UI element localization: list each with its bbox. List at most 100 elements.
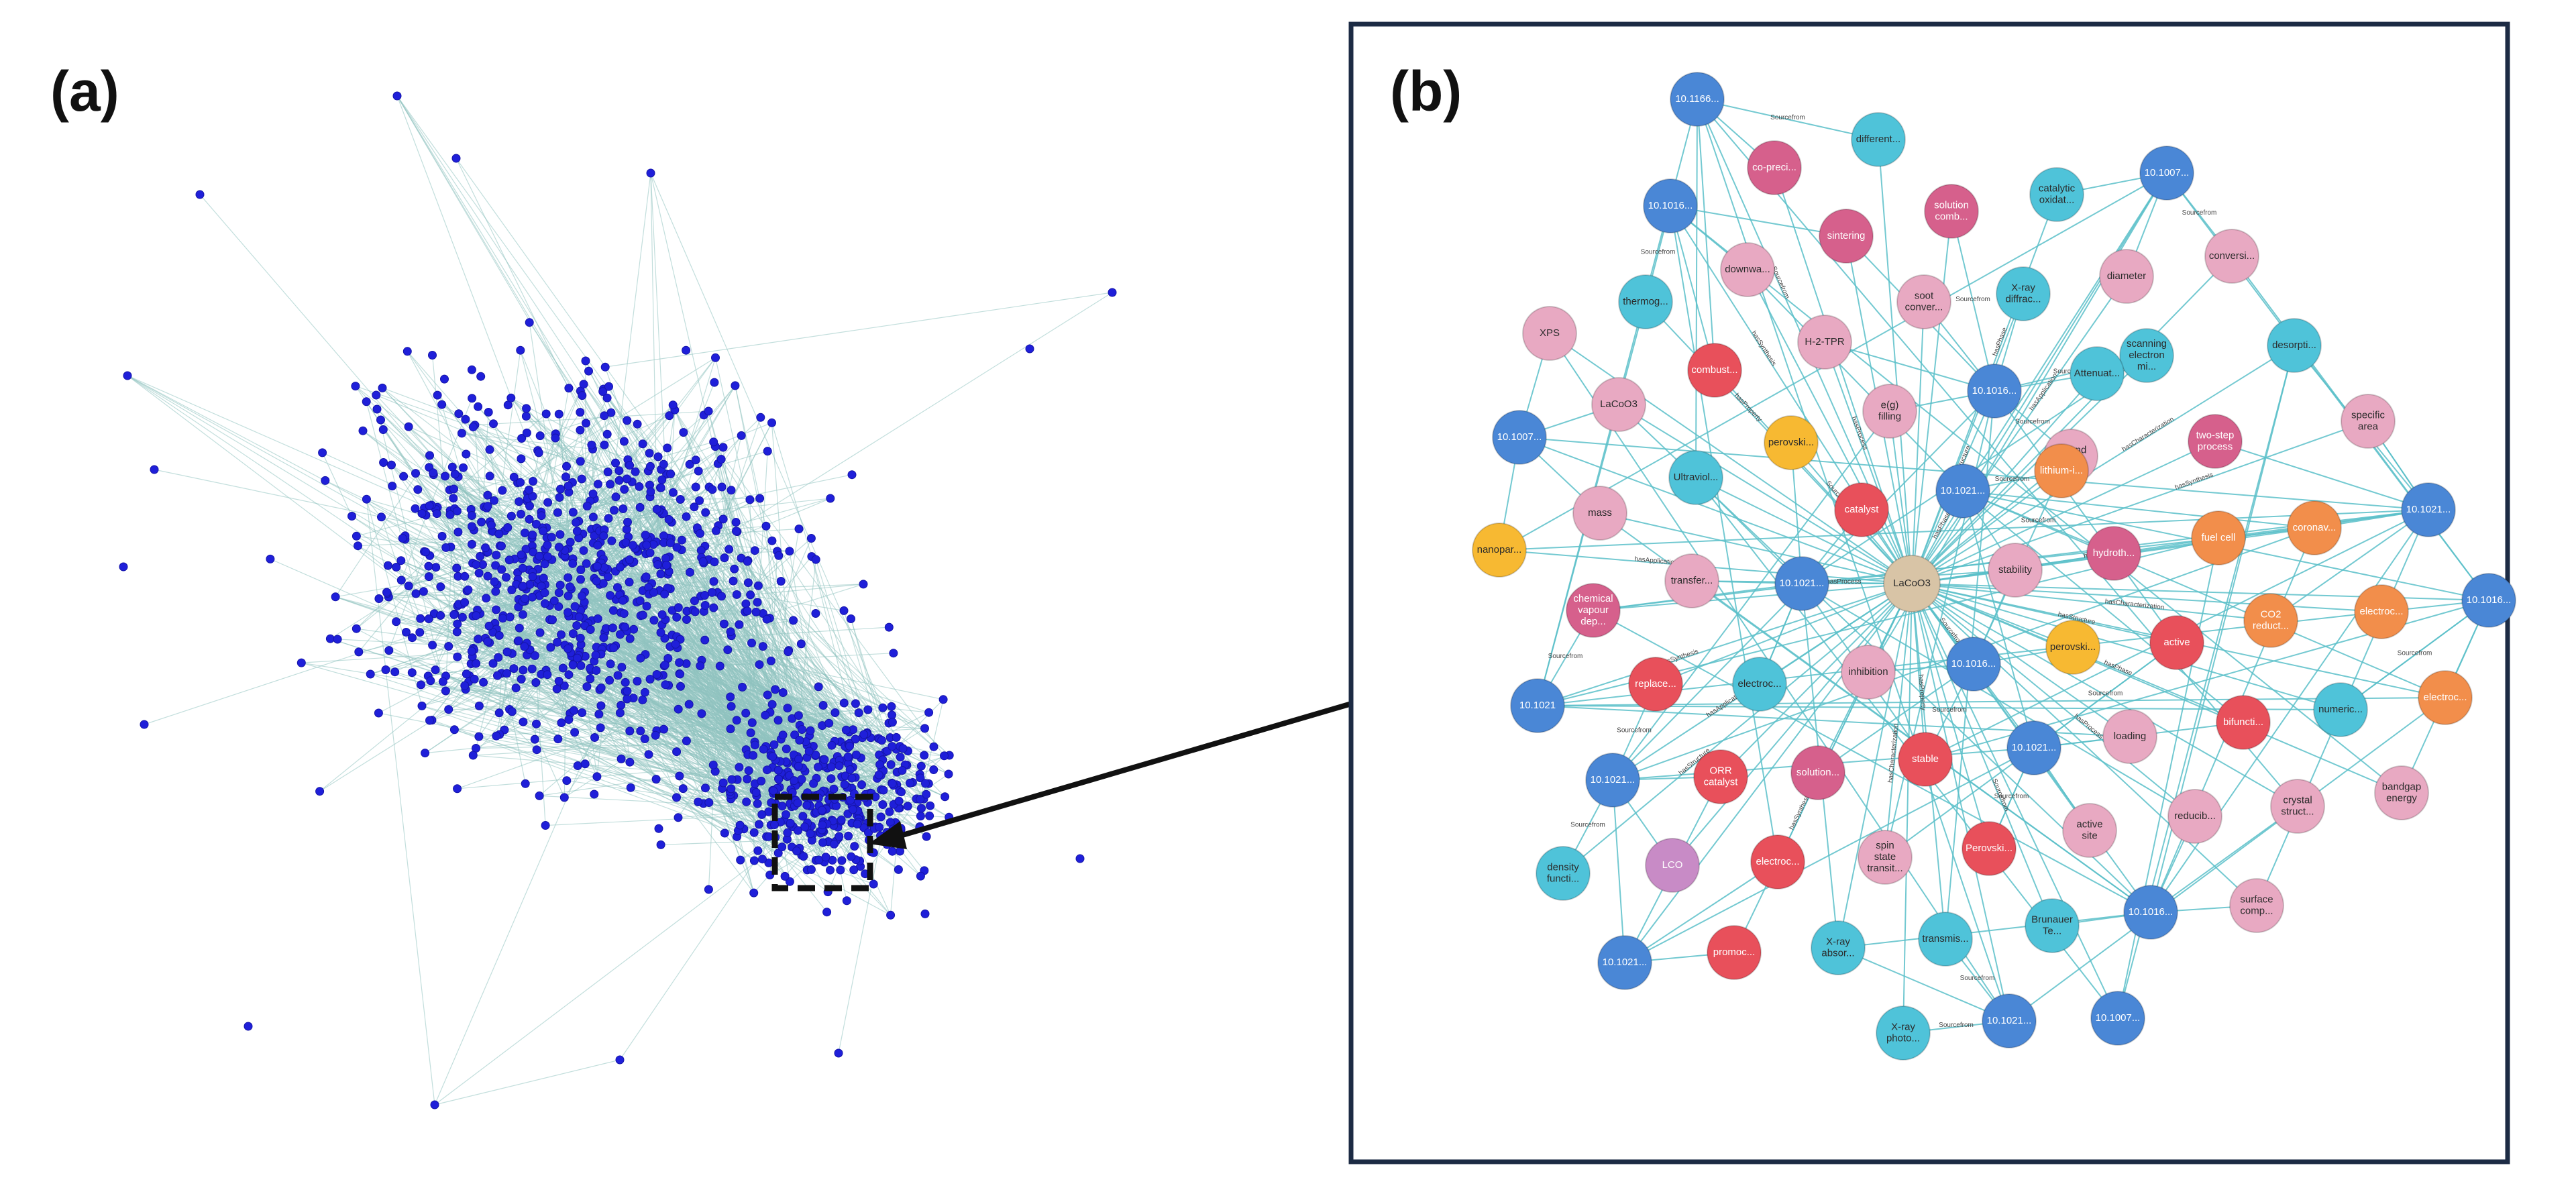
graph-node-material[interactable]: electroc... bbox=[1750, 834, 1805, 889]
overview-node bbox=[822, 908, 832, 917]
graph-node-property[interactable]: soot conver... bbox=[1896, 274, 1951, 329]
detail-edge bbox=[1911, 345, 2295, 584]
graph-node-application[interactable]: CO2 reduct... bbox=[2243, 593, 2298, 648]
graph-node-material[interactable]: catalyst bbox=[1834, 482, 1889, 537]
graph-node-method[interactable]: sintering bbox=[1819, 209, 1874, 264]
graph-node-application[interactable]: coronav... bbox=[2287, 500, 2342, 555]
graph-node-doi[interactable]: 10.1021 bbox=[1510, 678, 1565, 733]
overview-edge bbox=[396, 95, 586, 592]
overview-node bbox=[150, 465, 159, 474]
zoom-arrow bbox=[869, 700, 1355, 849]
graph-node-material[interactable]: promoc... bbox=[1707, 925, 1762, 980]
overview-node bbox=[886, 760, 896, 769]
node-circle bbox=[2354, 584, 2409, 639]
graph-node-characterization[interactable]: transmis... bbox=[1918, 912, 1973, 967]
graph-node-doi[interactable]: 10.1016... bbox=[2123, 885, 2178, 940]
graph-node-property[interactable]: active site bbox=[2062, 803, 2117, 858]
graph-node-characterization[interactable]: catalytic oxidat... bbox=[2029, 167, 2084, 222]
graph-node-property[interactable]: surface comp... bbox=[2229, 878, 2284, 933]
graph-node-property[interactable]: stability bbox=[1988, 543, 2043, 598]
graph-node-material[interactable]: Perovski... bbox=[1962, 821, 2017, 876]
graph-node-doi[interactable]: 10.1021... bbox=[1597, 935, 1652, 990]
graph-node-doi[interactable]: 10.1021... bbox=[2401, 482, 2456, 537]
graph-node-property[interactable]: loading bbox=[2102, 709, 2157, 764]
graph-node-property[interactable]: spin state transit... bbox=[1858, 830, 1913, 885]
overview-edge bbox=[462, 433, 593, 450]
graph-node-application[interactable]: fuel cell bbox=[2191, 510, 2246, 565]
graph-node-material[interactable]: combust... bbox=[1687, 343, 1742, 398]
graph-node-property[interactable]: mass bbox=[1572, 486, 1627, 541]
graph-node-material[interactable]: replace... bbox=[1628, 657, 1683, 712]
graph-node-property[interactable]: crystal struct... bbox=[2270, 779, 2325, 834]
graph-node-property[interactable]: downwa... bbox=[1720, 242, 1775, 297]
graph-node-method[interactable]: two-step process bbox=[2188, 414, 2243, 469]
graph-node-property[interactable]: inhibition bbox=[1841, 645, 1896, 700]
graph-node-property[interactable]: transfer... bbox=[1664, 553, 1719, 608]
graph-node-doi[interactable]: 10.1021... bbox=[1982, 993, 2037, 1048]
graph-node-property[interactable]: e(g) filling bbox=[1862, 384, 1917, 439]
graph-node-doi[interactable]: 10.1016... bbox=[1643, 178, 1698, 233]
graph-node-material[interactable]: ORR catalyst bbox=[1693, 749, 1748, 804]
graph-node-property[interactable]: diameter bbox=[2099, 249, 2154, 304]
graph-node-property[interactable]: bandgap energy bbox=[2374, 765, 2429, 820]
graph-node-application[interactable]: electroc... bbox=[2418, 670, 2473, 725]
graph-node-application[interactable]: electroc... bbox=[2354, 584, 2409, 639]
graph-node-center[interactable]: LaCoO3 bbox=[1883, 555, 1941, 612]
graph-node-characterization[interactable]: different... bbox=[1851, 112, 1906, 167]
graph-node-doi[interactable]: 10.1007... bbox=[1492, 410, 1547, 465]
graph-node-method[interactable]: solution comb... bbox=[1924, 184, 1979, 239]
graph-node-characterization[interactable]: X-ray diffrac... bbox=[1996, 266, 2051, 321]
graph-node-characterization[interactable]: Attenuat... bbox=[2070, 346, 2125, 401]
graph-node-doi[interactable]: 10.1021... bbox=[1935, 464, 1990, 519]
graph-node-other[interactable]: LCO bbox=[1645, 838, 1700, 893]
graph-node-characterization[interactable]: Ultraviol... bbox=[1668, 450, 1723, 505]
graph-node-characterization[interactable]: scanning electron mi... bbox=[2119, 328, 2174, 383]
graph-node-material[interactable]: active bbox=[2149, 615, 2204, 670]
graph-node-property[interactable]: XPS bbox=[1522, 306, 1577, 361]
graph-node-property[interactable]: reducib... bbox=[2167, 789, 2222, 844]
node-label: electroc... bbox=[1737, 678, 1781, 690]
overview-node bbox=[437, 400, 447, 409]
overview-node bbox=[384, 646, 394, 655]
graph-node-characterization[interactable]: X-ray photo... bbox=[1876, 1005, 1931, 1061]
overview-node bbox=[660, 590, 669, 599]
overview-node bbox=[416, 614, 425, 623]
overview-node bbox=[711, 353, 720, 362]
graph-node-perovskite[interactable]: perovski... bbox=[1764, 415, 1819, 470]
graph-node-method[interactable]: hydroth... bbox=[2086, 526, 2141, 581]
graph-node-characterization[interactable]: density functi... bbox=[1536, 846, 1591, 901]
graph-node-doi[interactable]: 10.1016... bbox=[2461, 573, 2516, 628]
graph-node-doi[interactable]: 10.1021... bbox=[2006, 720, 2061, 775]
graph-node-perovskite[interactable]: perovski... bbox=[2045, 620, 2100, 675]
graph-node-property[interactable]: specific area bbox=[2341, 394, 2396, 449]
graph-node-characterization[interactable]: thermog... bbox=[1618, 274, 1673, 329]
graph-node-method[interactable]: solution... bbox=[1790, 745, 1845, 800]
graph-node-doi[interactable]: 10.1016... bbox=[1946, 637, 2001, 692]
overview-node bbox=[516, 478, 525, 487]
graph-node-doi[interactable]: 10.1016... bbox=[1967, 364, 2022, 419]
graph-node-characterization[interactable]: X-ray absor... bbox=[1811, 920, 1866, 975]
overview-node bbox=[649, 616, 659, 625]
graph-node-doi[interactable]: 10.1007... bbox=[2090, 991, 2145, 1046]
overview-node bbox=[645, 548, 655, 557]
graph-node-method[interactable]: co-preci... bbox=[1747, 140, 1802, 195]
overview-node bbox=[411, 469, 420, 478]
graph-node-application[interactable]: lithium-i... bbox=[2034, 443, 2089, 498]
graph-node-material[interactable]: stable bbox=[1898, 732, 1953, 787]
graph-node-property[interactable]: conversi... bbox=[2204, 229, 2259, 284]
graph-node-characterization[interactable]: Brunauer Te... bbox=[2025, 898, 2080, 953]
graph-node-doi[interactable]: 10.1021... bbox=[1774, 556, 1829, 611]
graph-node-characterization[interactable]: electroc... bbox=[1732, 657, 1787, 712]
overview-node bbox=[596, 684, 606, 692]
graph-node-doi[interactable]: 10.1007... bbox=[2139, 146, 2194, 201]
graph-node-characterization[interactable]: numeric... bbox=[2313, 682, 2368, 737]
graph-node-doi[interactable]: 10.1021... bbox=[1585, 753, 1640, 808]
graph-node-property[interactable]: H-2-TPR bbox=[1797, 315, 1852, 370]
graph-node-perovskite[interactable]: nanopar... bbox=[1472, 523, 1527, 578]
graph-node-doi[interactable]: 10.1166... bbox=[1670, 72, 1725, 127]
graph-node-method[interactable]: chemical vapour dep... bbox=[1566, 583, 1621, 638]
overview-node bbox=[794, 826, 802, 835]
graph-node-property[interactable]: LaCoO3 bbox=[1591, 377, 1646, 432]
graph-node-material[interactable]: bifuncti... bbox=[2216, 695, 2271, 750]
graph-node-characterization[interactable]: desorpti... bbox=[2267, 318, 2322, 373]
